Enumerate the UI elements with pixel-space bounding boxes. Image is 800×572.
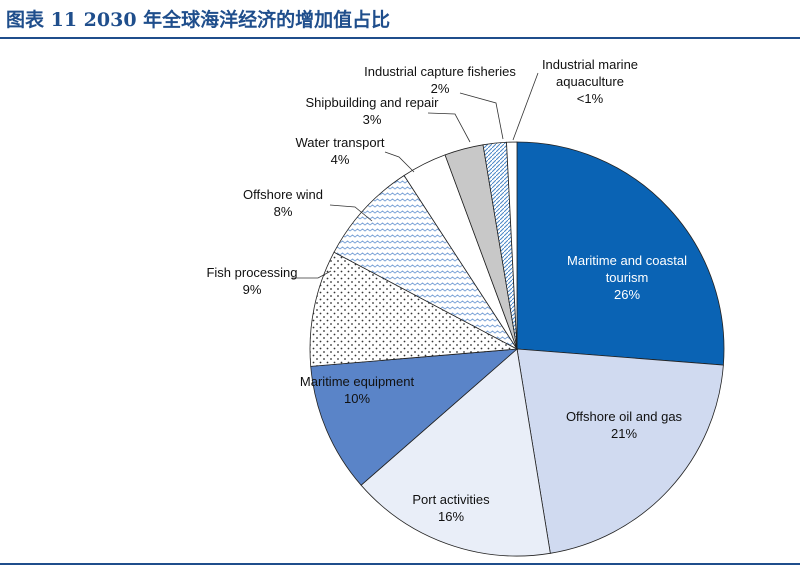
slice-name-label: Maritime equipment bbox=[300, 374, 415, 389]
slice-name-label: Offshore oil and gas bbox=[566, 409, 683, 424]
leader-line bbox=[512, 72, 539, 141]
slice-value-label: <1% bbox=[577, 91, 604, 106]
slice-value-label: 21% bbox=[611, 426, 637, 441]
slice-name-label: Offshore wind bbox=[243, 187, 323, 202]
leader-line bbox=[329, 204, 373, 222]
slice-value-label: 8% bbox=[274, 204, 293, 219]
slice-name-label: Maritime and coastal bbox=[567, 253, 687, 268]
leader-line bbox=[384, 151, 415, 173]
leader-line bbox=[292, 270, 332, 279]
slice-value-label: 4% bbox=[331, 152, 350, 167]
slice-name-label: Fish processing bbox=[206, 265, 297, 280]
slice-value-label: 10% bbox=[344, 391, 370, 406]
slice-value-label: 26% bbox=[614, 287, 640, 302]
slice-name-label: Shipbuilding and repair bbox=[306, 95, 440, 110]
bottom-rule bbox=[0, 563, 800, 565]
pie-labels: Maritime and coastal tourism 26% Offshore o… bbox=[206, 57, 687, 524]
pie-slice-maritime-equipment bbox=[310, 348, 519, 486]
slice-name-label: Port activities bbox=[412, 492, 490, 507]
pie-slices bbox=[309, 141, 725, 557]
slice-name-label: Industrial marine bbox=[542, 57, 638, 72]
pie-leader-lines bbox=[292, 72, 539, 279]
pie-slice-industrial-marine-aquaculture bbox=[506, 141, 518, 350]
leader-line bbox=[459, 92, 504, 140]
pie-slice-offshore-oil-and-gas bbox=[516, 348, 724, 554]
pie-slice-maritime-and-coastal-tourism bbox=[516, 141, 725, 366]
chart-title: 图表 11 2030 年全球海洋经济的增加值占比 bbox=[6, 9, 391, 31]
slice-name-label: Water transport bbox=[295, 135, 384, 150]
pie-slice-fish-processing bbox=[309, 251, 519, 367]
slice-name-label: aquaculture bbox=[556, 74, 624, 89]
slice-value-label: 3% bbox=[363, 112, 382, 127]
pie-slice-port-activities bbox=[360, 348, 551, 557]
slice-value-label: 2% bbox=[431, 81, 450, 96]
top-rule bbox=[0, 37, 800, 39]
slice-value-label: 16% bbox=[438, 509, 464, 524]
chart-header: 图表 11 2030 年全球海洋经济的增加值占比 bbox=[0, 0, 800, 36]
slice-name-label: Industrial capture fisheries bbox=[364, 64, 516, 79]
slice-name-label: tourism bbox=[606, 270, 649, 285]
slice-value-label: 9% bbox=[243, 282, 262, 297]
leader-line bbox=[427, 112, 471, 143]
pie-slice-offshore-wind bbox=[333, 174, 519, 351]
